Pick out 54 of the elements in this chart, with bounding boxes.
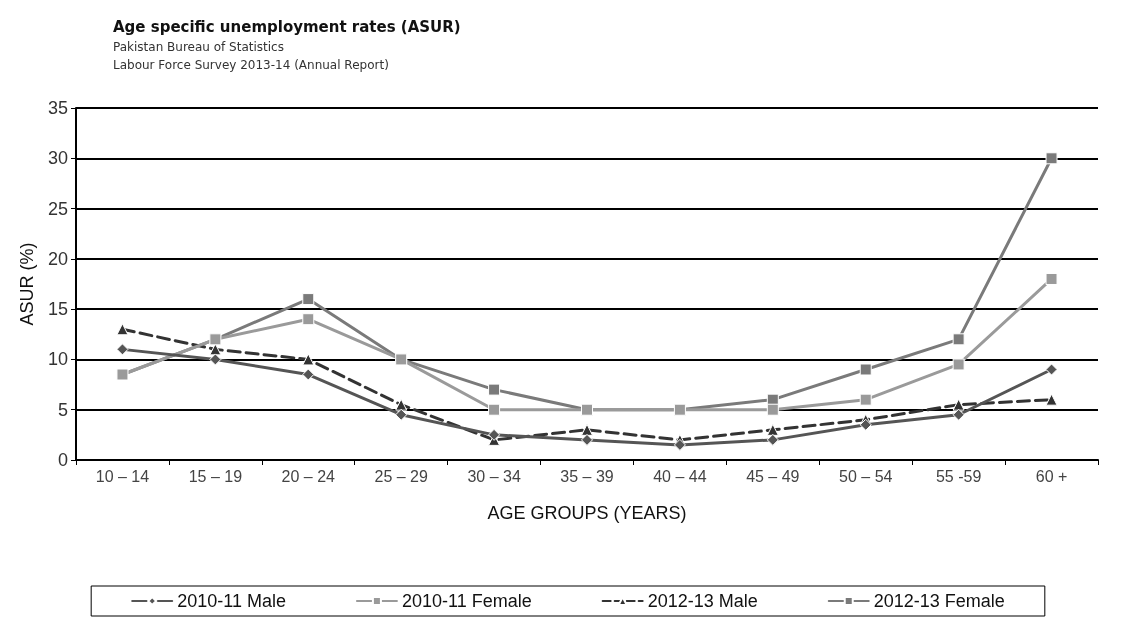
y-tick-label: 20 [47, 248, 68, 269]
y-tick-label: 15 [47, 299, 68, 320]
point [1045, 152, 1058, 165]
point [302, 353, 315, 366]
point [488, 383, 501, 396]
point [395, 408, 408, 421]
y-axis-title: ASUR (%) [17, 242, 37, 326]
point [859, 418, 872, 431]
point [1045, 393, 1058, 406]
point [209, 353, 222, 366]
point [116, 343, 129, 356]
point [302, 293, 315, 306]
point [766, 433, 779, 446]
x-tick-label: 35 – 39 [560, 467, 614, 485]
y-tick-label: 30 [47, 148, 68, 169]
legend-label: 2010-11 Female [401, 591, 532, 611]
legend-label: 2010-11 Male [177, 591, 286, 611]
point [1045, 363, 1058, 376]
y-tick-label: 35 [47, 98, 68, 118]
x-axis-title: AGE GROUPS (YEARS) [487, 503, 687, 523]
x-tick-label: 60 + [1035, 467, 1068, 485]
x-tick-label: 20 – 24 [281, 467, 336, 485]
point [766, 403, 779, 416]
x-tick-label: 40 – 44 [653, 467, 707, 485]
chart-subtitle: Pakistan Bureau of Statistics Labour Force Survey 2013-14 (Annual Report) [113, 40, 389, 72]
x-tick-label: 45 – 49 [746, 467, 800, 485]
point [859, 363, 872, 376]
x-tick-label: 15 – 19 [188, 467, 243, 485]
x-tick-label: 50 – 54 [839, 467, 893, 485]
point [302, 313, 315, 326]
legend-label: 2012-13 Male [647, 591, 758, 611]
x-tick-label: 30 – 34 [467, 467, 521, 485]
point [766, 423, 779, 436]
point [859, 393, 872, 406]
point [581, 433, 593, 446]
point [488, 403, 501, 416]
y-tick-label: 0 [57, 450, 68, 470]
point [952, 408, 965, 421]
y-tick-label: 10 [47, 349, 68, 370]
point [116, 323, 129, 336]
y-tick-label: 5 [57, 399, 68, 420]
legend-label: 2012-13 Female [873, 591, 1005, 611]
point [488, 428, 501, 441]
x-tick-label: 25 – 29 [374, 467, 428, 485]
point [952, 358, 965, 371]
chart-title: Age specific unemployment rates (ASUR) [113, 17, 461, 36]
x-tick-label: 10 – 14 [95, 467, 150, 485]
point [302, 368, 315, 381]
x-tick-label: 55 -59 [935, 467, 982, 485]
point [581, 423, 593, 436]
point [673, 438, 686, 451]
point [395, 398, 408, 411]
point [952, 333, 965, 346]
y-tick-label: 25 [47, 198, 68, 219]
